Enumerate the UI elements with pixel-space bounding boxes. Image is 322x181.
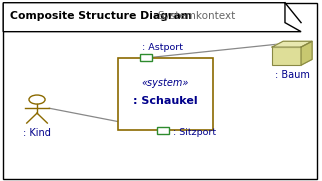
Text: Composite Structure Diagram: Composite Structure Diagram: [10, 11, 192, 21]
Polygon shape: [301, 41, 312, 65]
Bar: [140, 54, 152, 61]
Text: : Schaukel: : Schaukel: [133, 96, 197, 106]
Text: Systemkontext: Systemkontext: [158, 11, 236, 21]
Text: : Astport: : Astport: [142, 43, 183, 52]
Polygon shape: [3, 3, 301, 32]
Text: : Kind: : Kind: [23, 128, 51, 138]
Text: : Baum: : Baum: [275, 70, 309, 80]
Bar: [118, 58, 213, 130]
Bar: [157, 127, 169, 134]
Text: «system»: «system»: [141, 78, 189, 88]
Bar: [272, 47, 301, 65]
Polygon shape: [272, 41, 312, 47]
Text: : Sitzport: : Sitzport: [173, 128, 216, 137]
